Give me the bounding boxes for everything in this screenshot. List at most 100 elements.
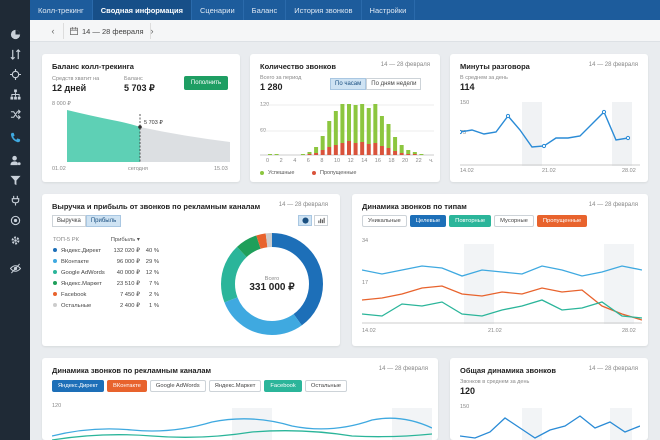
calls-x-tick: 14 bbox=[361, 158, 368, 164]
shuffle-icon[interactable] bbox=[0, 104, 30, 124]
row-name: Яндекс.Маркет bbox=[61, 280, 102, 287]
google-adwords-dot bbox=[53, 269, 57, 274]
others-dot bbox=[53, 302, 57, 307]
dashboard-icon[interactable] bbox=[0, 24, 30, 44]
types-x-left: 14.02 bbox=[362, 328, 376, 334]
toggle-profit[interactable]: Прибыль bbox=[85, 215, 122, 227]
user-settings-icon[interactable] bbox=[0, 150, 30, 170]
chip-yandex-direct[interactable]: Яндекс.Директ bbox=[52, 380, 104, 392]
bar-view-icon[interactable] bbox=[314, 215, 328, 226]
calls-toggle: По часам По дням недели bbox=[330, 78, 422, 90]
success-bar bbox=[393, 137, 398, 151]
plug-icon[interactable] bbox=[0, 190, 30, 210]
date-bar: ‹ 14 — 28 февраля › bbox=[30, 20, 660, 42]
success-bar bbox=[373, 104, 378, 143]
donut-label: Всего bbox=[264, 276, 280, 282]
tab-settings[interactable]: Настройки bbox=[362, 0, 416, 20]
missed-dot bbox=[312, 171, 316, 175]
yandex-market-dot bbox=[53, 280, 57, 285]
tab-scenarios[interactable]: Сценарии bbox=[192, 0, 244, 20]
row-name: Остальные bbox=[61, 302, 92, 309]
missed-bar bbox=[406, 154, 411, 155]
table-row: Яндекс.Директ 132 020 ₽ 40 % bbox=[50, 245, 162, 256]
success-bar bbox=[300, 154, 305, 155]
chip-facebook[interactable]: Facebook bbox=[264, 380, 302, 392]
revenue-card: Выручка и прибыль от звонков по рекламны… bbox=[42, 194, 340, 346]
success-bar bbox=[412, 152, 417, 154]
chip-missed[interactable]: Пропущенные bbox=[536, 215, 588, 227]
chip-others[interactable]: Остальные bbox=[304, 380, 348, 392]
calls-x-tick: 20 bbox=[402, 158, 409, 164]
chip-vkontakte[interactable]: ВКонтакте bbox=[106, 380, 147, 392]
prev-period-button[interactable]: ‹ bbox=[51, 26, 55, 36]
sort-arrows-icon[interactable] bbox=[0, 44, 30, 64]
legend-success: Успешные bbox=[260, 170, 294, 176]
success-bar bbox=[366, 108, 371, 144]
chip-repeat[interactable]: Повторные bbox=[449, 215, 492, 227]
row-pct: 7 % bbox=[148, 280, 159, 287]
table-row: Google AdWords 40 000 ₽ 12 % bbox=[50, 267, 162, 278]
facebook-dot bbox=[53, 291, 57, 296]
revenue-title: Выручка и прибыль от звонков по рекламны… bbox=[52, 202, 261, 211]
chip-junk[interactable]: Мусорные bbox=[494, 215, 534, 227]
topup-button[interactable]: Пополнить bbox=[184, 76, 228, 90]
row-name: ВКонтакте bbox=[61, 258, 89, 265]
toggle-by-weekdays[interactable]: По дням недели bbox=[366, 78, 422, 90]
calls-range: 14 — 28 февраля bbox=[380, 62, 430, 68]
tab-call-tracking[interactable]: Колл-трекинг bbox=[30, 0, 93, 20]
filter-icon[interactable] bbox=[0, 170, 30, 190]
dynamics-channels-title: Динамика звонков по рекламным каналам bbox=[52, 366, 212, 375]
missed-bar bbox=[347, 141, 351, 155]
target-settings-icon[interactable] bbox=[0, 210, 30, 230]
calls-x-tick: ч. bbox=[429, 158, 434, 164]
calls-x-tick: 6 bbox=[306, 158, 310, 164]
missed-bar bbox=[360, 142, 365, 155]
types-x-mid: 21.02 bbox=[488, 328, 502, 334]
eye-slash-icon[interactable] bbox=[0, 258, 30, 278]
chip-unique[interactable]: Уникальные bbox=[362, 215, 407, 227]
sitemap-icon[interactable] bbox=[0, 84, 30, 104]
gear-icon[interactable] bbox=[0, 230, 30, 250]
success-bar bbox=[386, 124, 391, 148]
tab-summary[interactable]: Сводная информация bbox=[92, 0, 192, 20]
minutes-avg-value: 114 bbox=[460, 82, 475, 92]
balance-x-mid: сегодня bbox=[128, 166, 148, 172]
enough-value: 12 дней bbox=[52, 83, 87, 93]
row-value: 96 000 ₽ bbox=[116, 258, 140, 265]
success-bar bbox=[340, 104, 345, 143]
channel-filter-chips: Яндекс.Директ ВКонтакте Google AdWords Я… bbox=[52, 380, 350, 392]
missed-bar bbox=[412, 154, 417, 155]
calendar-icon bbox=[70, 27, 78, 35]
toggle-by-hours[interactable]: По часам bbox=[330, 78, 367, 90]
row-value: 7 450 ₽ bbox=[119, 291, 140, 298]
crosshair-icon[interactable] bbox=[0, 64, 30, 84]
toggle-revenue[interactable]: Выручка bbox=[52, 215, 86, 227]
missed-bar bbox=[320, 150, 325, 155]
row-name: Google AdWords bbox=[61, 269, 105, 276]
calls-x-tick: 10 bbox=[334, 158, 341, 164]
calls-x-tick: 2 bbox=[279, 158, 283, 164]
calls-x-tick: 18 bbox=[388, 158, 395, 164]
chip-target[interactable]: Целевые bbox=[409, 215, 447, 227]
minutes-x-mid: 21.02 bbox=[542, 168, 556, 174]
calls-period-value: 1 280 bbox=[260, 82, 283, 92]
next-period-button[interactable]: › bbox=[150, 26, 154, 36]
calls-x-tick: 0 bbox=[266, 158, 270, 164]
date-range-picker[interactable]: 14 — 28 февраля bbox=[63, 23, 151, 39]
chip-google-adwords[interactable]: Google AdWords bbox=[149, 380, 206, 392]
tab-call-history[interactable]: История звонков bbox=[286, 0, 362, 20]
calls-x-tick: 12 bbox=[347, 158, 354, 164]
pie-view-icon[interactable] bbox=[298, 215, 312, 226]
balance-title: Баланс колл-трекинга bbox=[52, 62, 134, 71]
missed-bar bbox=[327, 147, 332, 155]
phone-icon[interactable] bbox=[0, 127, 30, 147]
tab-balance[interactable]: Баланс bbox=[244, 0, 287, 20]
table-row: Facebook 7 450 ₽ 2 % bbox=[50, 289, 162, 300]
col-profit[interactable]: Прибыль ▾ bbox=[110, 236, 140, 243]
minutes-x-right: 28.02 bbox=[622, 168, 636, 174]
total-dynamics-range: 14 — 28 февраля bbox=[588, 366, 638, 372]
top-nav: Колл-трекинг Сводная информация Сценарии… bbox=[30, 0, 660, 20]
row-name: Facebook bbox=[61, 291, 87, 298]
chip-yandex-market[interactable]: Яндекс.Маркет bbox=[208, 380, 262, 392]
missed-bar bbox=[399, 153, 404, 155]
